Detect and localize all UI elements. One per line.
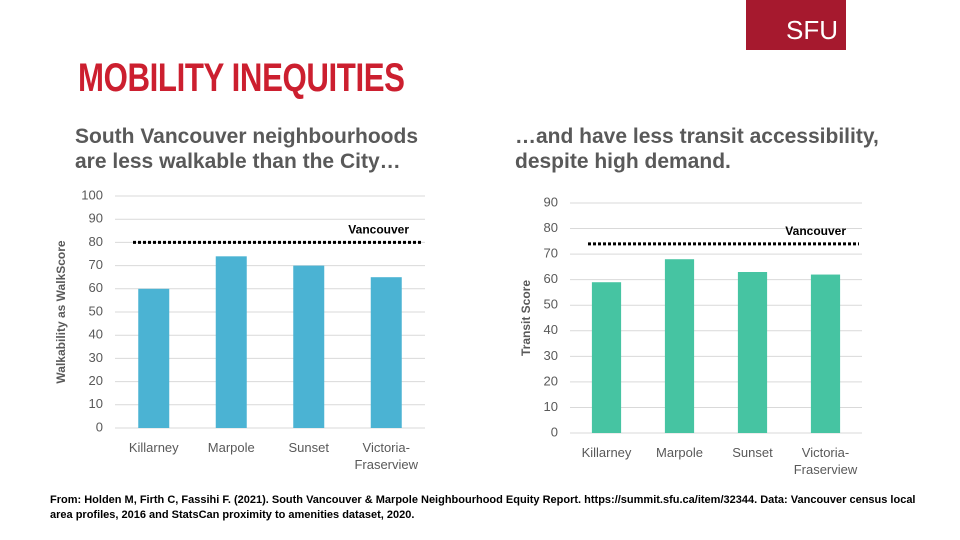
bar — [138, 288, 170, 428]
y-tick-label: 30 — [89, 350, 103, 365]
y-tick-label: 50 — [89, 303, 103, 318]
y-tick-label: 30 — [544, 348, 558, 363]
x-tick-label: Killarney — [581, 445, 632, 460]
bar — [293, 265, 325, 428]
y-tick-label: 80 — [89, 234, 103, 249]
y-tick-label: 0 — [551, 424, 558, 439]
x-tick-label: Victoria-Fraserview — [354, 440, 419, 472]
y-tick-label: 20 — [544, 373, 558, 388]
y-tick-label: 0 — [96, 419, 103, 434]
chart-title: South Vancouver neighbourhoods are less … — [75, 125, 419, 173]
chart-title: …and have less transit accessibility, de… — [515, 125, 879, 173]
x-tick-label: Sunset — [732, 445, 773, 460]
y-tick-label: 20 — [89, 373, 103, 388]
y-tick-label: 90 — [544, 194, 558, 209]
y-tick-label: 70 — [544, 246, 558, 261]
y-tick-label: 90 — [89, 211, 103, 226]
y-tick-label: 50 — [544, 297, 558, 312]
y-tick-label: 100 — [81, 187, 103, 202]
y-tick-label: 40 — [544, 322, 558, 337]
y-axis-label: Transit Score — [519, 280, 533, 356]
reference-label: Vancouver — [785, 224, 846, 238]
y-tick-label: 10 — [544, 399, 558, 414]
y-tick-label: 60 — [544, 271, 558, 286]
bar — [215, 256, 247, 428]
bar — [370, 277, 402, 428]
bar — [737, 272, 768, 433]
x-tick-label: Marpole — [656, 445, 703, 460]
reference-label: Vancouver — [348, 223, 409, 237]
bar — [591, 282, 622, 433]
y-tick-label: 70 — [89, 257, 103, 272]
x-tick-label: Marpole — [207, 440, 255, 455]
y-tick-label: 40 — [89, 327, 103, 342]
slide-title: MOBILITY INEQUITIES — [78, 56, 405, 100]
y-axis-label: Walkability as WalkScore — [54, 240, 68, 383]
bar — [664, 259, 695, 433]
y-tick-label: 60 — [89, 280, 103, 295]
y-tick-label: 80 — [544, 220, 558, 235]
source-note: From: Holden M, Firth C, Fassihi F. (202… — [50, 494, 916, 521]
x-tick-label: Killarney — [128, 440, 179, 455]
logo: SFU — [746, 0, 846, 50]
bar — [810, 274, 841, 433]
x-tick-label: Victoria-Fraserview — [793, 445, 858, 477]
x-tick-label: Sunset — [288, 440, 329, 455]
y-tick-label: 10 — [89, 396, 103, 411]
